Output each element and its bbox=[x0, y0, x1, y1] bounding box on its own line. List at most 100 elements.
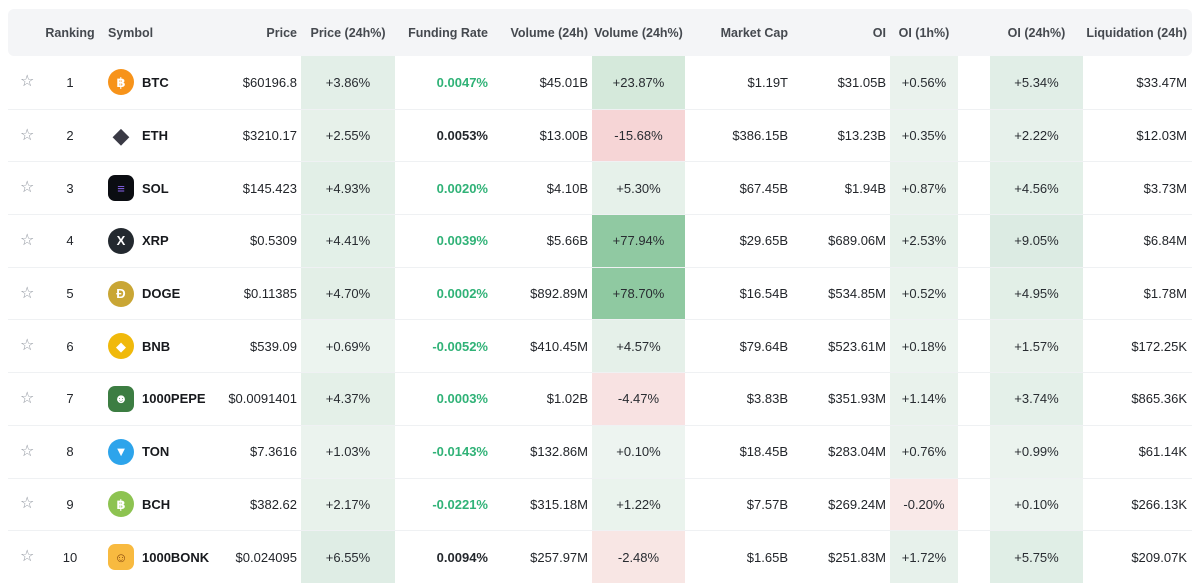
column-gap bbox=[958, 56, 990, 109]
table-row[interactable]: ☆ 2 ◆ ETH $3210.17 +2.55% 0.0053% $13.00… bbox=[8, 108, 1192, 162]
price-24h-pct-cell: +3.86% bbox=[301, 56, 395, 109]
header-market-cap[interactable]: Market Cap bbox=[720, 25, 788, 40]
favorite-star-icon[interactable]: ☆ bbox=[20, 495, 35, 513]
oi-1h-pct-cell: -0.20% bbox=[890, 478, 958, 531]
oi-24h-pct-cell: +2.22% bbox=[990, 109, 1083, 162]
column-gap bbox=[958, 479, 990, 531]
price-24h-pct-cell: +4.70% bbox=[301, 267, 395, 320]
favorite-star-icon[interactable]: ☆ bbox=[20, 284, 35, 302]
doge-coin-icon: Ð bbox=[108, 280, 134, 307]
table-row[interactable]: ☆ 8 ▼ TON $7.3616 +1.03% -0.0143% $132.8… bbox=[8, 424, 1192, 478]
price-cell: $7.3616 bbox=[250, 444, 297, 460]
coin-symbol-label: BNB bbox=[142, 338, 171, 354]
market-cap-cell: $3.83B bbox=[746, 391, 788, 407]
symbol-cell[interactable]: ◆ ETH bbox=[95, 110, 225, 162]
symbol-cell[interactable]: ≡ SOL bbox=[95, 162, 225, 214]
favorite-star-icon[interactable]: ☆ bbox=[20, 548, 35, 566]
ranking-cell: 6 bbox=[66, 338, 74, 354]
oi-1h-pct-cell: +1.14% bbox=[890, 373, 958, 425]
header-star-spacer bbox=[8, 9, 45, 56]
favorite-star-icon[interactable]: ☆ bbox=[20, 442, 35, 460]
symbol-cell[interactable]: ☺ 1000BONK bbox=[95, 531, 225, 583]
market-cap-cell: $386.15B bbox=[732, 128, 788, 144]
volume-24h-cell: $257.97M bbox=[530, 549, 588, 565]
market-cap-cell: $16.54B bbox=[739, 286, 788, 302]
table-row[interactable]: ☆ 10 ☺ 1000BONK $0.024095 +6.55% 0.0094%… bbox=[8, 530, 1192, 583]
header-volume-24h[interactable]: Volume (24h) bbox=[510, 25, 588, 40]
market-cap-cell: $1.19T bbox=[747, 74, 788, 90]
coin-symbol-label: 1000BONK bbox=[142, 549, 210, 565]
favorite-star-icon[interactable]: ☆ bbox=[20, 389, 35, 407]
favorite-star-icon[interactable]: ☆ bbox=[20, 337, 35, 355]
bch-coin-icon: ฿ bbox=[108, 491, 134, 518]
volume-24h-cell: $5.66B bbox=[546, 233, 588, 249]
favorite-star-icon[interactable]: ☆ bbox=[20, 126, 35, 144]
header-volume-24h-pct[interactable]: Volume (24h%) bbox=[594, 25, 683, 40]
symbol-cell[interactable]: X XRP bbox=[95, 215, 225, 267]
symbol-cell[interactable]: ฿ BTC bbox=[95, 56, 225, 109]
funding-rate-cell: 0.0053% bbox=[436, 128, 488, 144]
sol-coin-icon: ≡ bbox=[108, 175, 134, 202]
price-24h-pct-cell: +4.37% bbox=[301, 373, 395, 425]
volume-24h-pct-cell: +77.94% bbox=[592, 215, 685, 267]
coin-symbol-label: 1000PEPE bbox=[142, 391, 206, 407]
eth-coin-icon: ◆ bbox=[112, 122, 130, 148]
favorite-cell: ☆ bbox=[8, 268, 45, 320]
favorite-star-icon[interactable]: ☆ bbox=[20, 231, 35, 249]
table-row[interactable]: ☆ 7 ☻ 1000PEPE $0.0091401 +4.37% 0.0003%… bbox=[8, 372, 1192, 425]
volume-24h-cell: $13.00B bbox=[539, 128, 588, 144]
symbol-cell[interactable]: ฿ BCH bbox=[95, 479, 225, 531]
table-row[interactable]: ☆ 1 ฿ BTC $60196.8 +3.86% 0.0047% $45.01… bbox=[8, 56, 1192, 109]
table-row[interactable]: ☆ 6 ◆ BNB $539.09 +0.69% -0.0052% $410.4… bbox=[8, 319, 1192, 373]
header-oi-1h[interactable]: OI (1h%) bbox=[898, 25, 950, 40]
header-oi-24h[interactable]: OI (24h%) bbox=[1007, 25, 1066, 40]
header-symbol[interactable]: Symbol bbox=[108, 25, 154, 40]
header-funding-rate[interactable]: Funding Rate bbox=[408, 25, 488, 40]
table-row[interactable]: ☆ 5 Ð DOGE $0.11385 +4.70% 0.0002% $892.… bbox=[8, 266, 1192, 320]
1000pepe-coin-icon: ☻ bbox=[108, 385, 134, 412]
oi-24h-pct-cell: +3.74% bbox=[990, 373, 1083, 425]
volume-24h-pct-cell: -15.68% bbox=[592, 109, 685, 162]
price-24h-pct-cell: +2.55% bbox=[301, 109, 395, 162]
ranking-cell: 8 bbox=[66, 444, 74, 460]
price-24h-pct-cell: +6.55% bbox=[301, 531, 395, 583]
oi-1h-pct-cell: +0.76% bbox=[890, 425, 958, 478]
ranking-cell: 7 bbox=[66, 391, 74, 407]
liquidation-24h-cell: $12.03M bbox=[1136, 128, 1187, 144]
market-cap-cell: $18.45B bbox=[739, 444, 788, 460]
oi-24h-pct-cell: +5.75% bbox=[990, 531, 1083, 583]
header-price[interactable]: Price bbox=[266, 25, 297, 40]
favorite-star-icon[interactable]: ☆ bbox=[20, 73, 35, 91]
symbol-cell[interactable]: ◆ BNB bbox=[95, 320, 225, 372]
header-oi[interactable]: OI bbox=[872, 25, 886, 40]
table-row[interactable]: ☆ 3 ≡ SOL $145.423 +4.93% 0.0020% $4.10B… bbox=[8, 161, 1192, 215]
oi-1h-pct-cell: +1.72% bbox=[890, 531, 958, 583]
coin-symbol-label: TON bbox=[142, 444, 170, 460]
oi-24h-pct-cell: +1.57% bbox=[990, 320, 1083, 373]
column-gap bbox=[958, 426, 990, 478]
oi-1h-pct-cell: +0.87% bbox=[890, 162, 958, 215]
header-liquidation-24h[interactable]: Liquidation (24h) bbox=[1086, 25, 1187, 40]
header-ranking[interactable]: Ranking bbox=[45, 25, 95, 40]
oi-cell: $351.93M bbox=[828, 391, 886, 407]
symbol-cell[interactable]: ☻ 1000PEPE bbox=[95, 373, 225, 425]
market-cap-cell: $79.64B bbox=[739, 338, 788, 354]
symbol-cell[interactable]: Ð DOGE bbox=[95, 268, 225, 320]
table-row[interactable]: ☆ 4 X XRP $0.5309 +4.41% 0.0039% $5.66B … bbox=[8, 214, 1192, 267]
favorite-cell: ☆ bbox=[8, 56, 45, 109]
header-price-24h[interactable]: Price (24h%) bbox=[310, 25, 386, 40]
favorite-cell: ☆ bbox=[8, 110, 45, 162]
favorite-cell: ☆ bbox=[8, 215, 45, 267]
table-row[interactable]: ☆ 9 ฿ BCH $382.62 +2.17% -0.0221% $315.1… bbox=[8, 477, 1192, 531]
favorite-star-icon[interactable]: ☆ bbox=[20, 179, 35, 197]
column-gap bbox=[958, 110, 990, 162]
liquidation-24h-cell: $209.07K bbox=[1131, 549, 1187, 565]
ton-coin-icon: ▼ bbox=[108, 438, 134, 465]
price-cell: $0.0091401 bbox=[228, 391, 297, 407]
funding-rate-cell: 0.0039% bbox=[436, 233, 488, 249]
crypto-futures-table: Ranking Symbol Price Price (24h%) Fundin… bbox=[8, 9, 1192, 583]
funding-rate-cell: 0.0003% bbox=[436, 391, 488, 407]
favorite-cell: ☆ bbox=[8, 531, 45, 583]
symbol-cell[interactable]: ▼ TON bbox=[95, 426, 225, 478]
coin-symbol-label: BCH bbox=[142, 496, 171, 512]
